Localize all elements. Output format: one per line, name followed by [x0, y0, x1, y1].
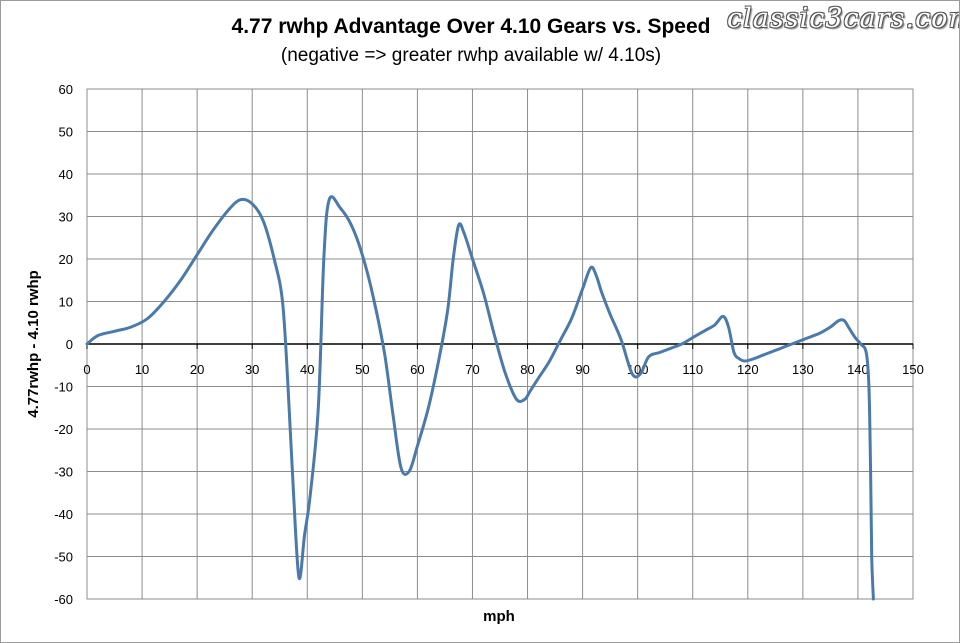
y-tick-label: -30 — [54, 465, 73, 480]
x-tick-label: 80 — [520, 362, 534, 377]
x-tick-label: 60 — [410, 362, 424, 377]
x-tick-label: 70 — [465, 362, 479, 377]
y-tick-label: 10 — [59, 295, 73, 310]
y-tick-label: -60 — [54, 592, 73, 607]
y-tick-labels: 60 50 40 30 20 10 0 -10 -20 -30 -40 -50 -60 — [54, 82, 73, 607]
x-tick-label: 90 — [575, 362, 589, 377]
x-tick-label: 110 — [682, 362, 703, 377]
y-tick-label: 30 — [59, 210, 73, 225]
series-line — [85, 195, 875, 601]
y-tick-label: 0 — [66, 337, 73, 352]
x-tick-label: 50 — [355, 362, 369, 377]
y-tick-label: -40 — [54, 507, 73, 522]
y-axis-title: 4.77rwhp - 4.10 rwhp — [25, 270, 42, 418]
x-tick-label: 140 — [847, 362, 869, 377]
y-tick-label: -50 — [54, 550, 73, 565]
x-tick-label: 20 — [190, 362, 204, 377]
x-tick-label: 130 — [792, 362, 814, 377]
y-tick-label: -10 — [54, 380, 73, 395]
x-tick-label: 0 — [83, 362, 90, 377]
y-tick-label: 50 — [59, 125, 73, 140]
y-tick-label: 40 — [59, 167, 73, 182]
site-logo: classic3cars.com — [727, 3, 960, 34]
chart-subtitle: (negative => greater rwhp available w/ 4… — [280, 45, 662, 66]
x-axis-title: mph — [483, 608, 515, 625]
x-tick-label: 10 — [135, 362, 149, 377]
y-tick-label: 60 — [59, 82, 73, 97]
x-tick-label: 120 — [737, 362, 759, 377]
x-tick-label: 150 — [902, 362, 924, 377]
x-tick-label: 40 — [300, 362, 314, 377]
chart-title: 4.77 rwhp Advantage Over 4.10 Gears vs. … — [231, 15, 711, 38]
y-tick-label: 20 — [59, 252, 73, 267]
x-tick-label: 30 — [245, 362, 259, 377]
y-tick-label: -20 — [54, 422, 73, 437]
